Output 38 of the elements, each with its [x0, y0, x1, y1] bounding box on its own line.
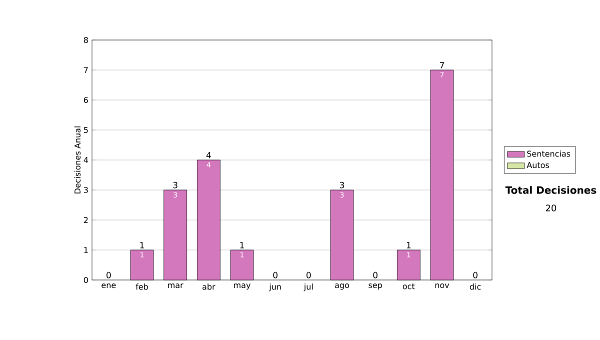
y-axis-title: Decisiones Anual: [74, 126, 81, 194]
x-tick-label: oct: [402, 284, 415, 290]
y-tick-label: 5: [84, 127, 88, 133]
total-label: 0: [106, 272, 111, 278]
x-tick-label: ago: [335, 284, 349, 290]
y-tick-label: 1: [84, 247, 88, 253]
y-tick-label: 4: [84, 157, 88, 163]
x-tick-label: ene: [102, 284, 116, 288]
legend-label: Sentencias: [527, 150, 570, 157]
x-tick-label: jun: [269, 284, 281, 292]
total-label: 7: [440, 62, 444, 68]
total-label: 1: [240, 242, 244, 248]
total-label: 0: [473, 272, 478, 278]
y-tick-label: 6: [84, 96, 88, 104]
x-tick-label: mar: [168, 284, 184, 288]
total-label: 0: [273, 272, 278, 278]
total-label: 4: [206, 152, 211, 158]
text: Total Decisiones: [505, 186, 596, 194]
y-tick-label: 2: [84, 217, 88, 223]
y-tick-label: 3: [84, 186, 88, 194]
y-tick-label: 7: [84, 67, 88, 73]
x-tick-label: abr: [202, 284, 216, 290]
total-label: 3: [173, 182, 178, 188]
x-tick-label: may: [234, 284, 250, 290]
total-label: 1: [406, 242, 411, 248]
x-tick-label: dic: [470, 284, 481, 290]
total-label: 0: [306, 272, 311, 278]
total-label: 0: [373, 272, 378, 278]
total-label: 1: [140, 242, 144, 248]
text: 20: [546, 204, 556, 212]
x-tick-label: jul: [304, 284, 313, 292]
x-tick-label: sep: [368, 284, 382, 290]
legend-label: Autos: [526, 162, 550, 168]
y-tick-label: 0: [84, 276, 88, 284]
x-tick-label: feb: [136, 284, 148, 290]
y-tick-label: 8: [84, 36, 88, 44]
total-label: 3: [340, 182, 344, 188]
x-tick-label: nov: [435, 284, 450, 288]
